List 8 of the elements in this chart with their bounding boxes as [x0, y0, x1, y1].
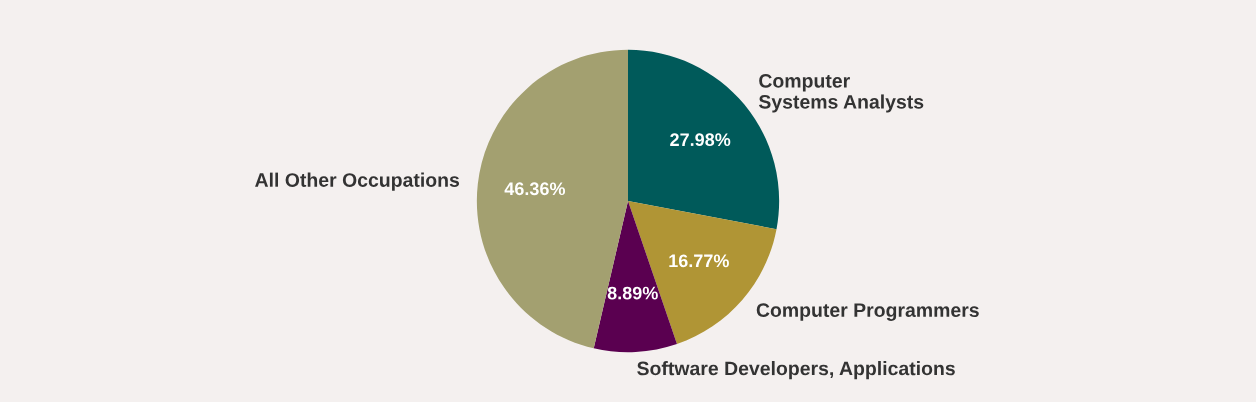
slice-label: Computer Programmers [756, 303, 979, 321]
data-label: 16.77% [669, 254, 729, 268]
data-label: 8.89% [607, 286, 658, 300]
slice-label: Computer Systems Analysts [758, 73, 924, 113]
data-label: 46.36% [504, 182, 566, 196]
slice-label: All Other Occupations [255, 172, 460, 191]
data-label: 27.98% [670, 133, 731, 147]
slice-label: Software Developers, Applications [637, 361, 955, 380]
